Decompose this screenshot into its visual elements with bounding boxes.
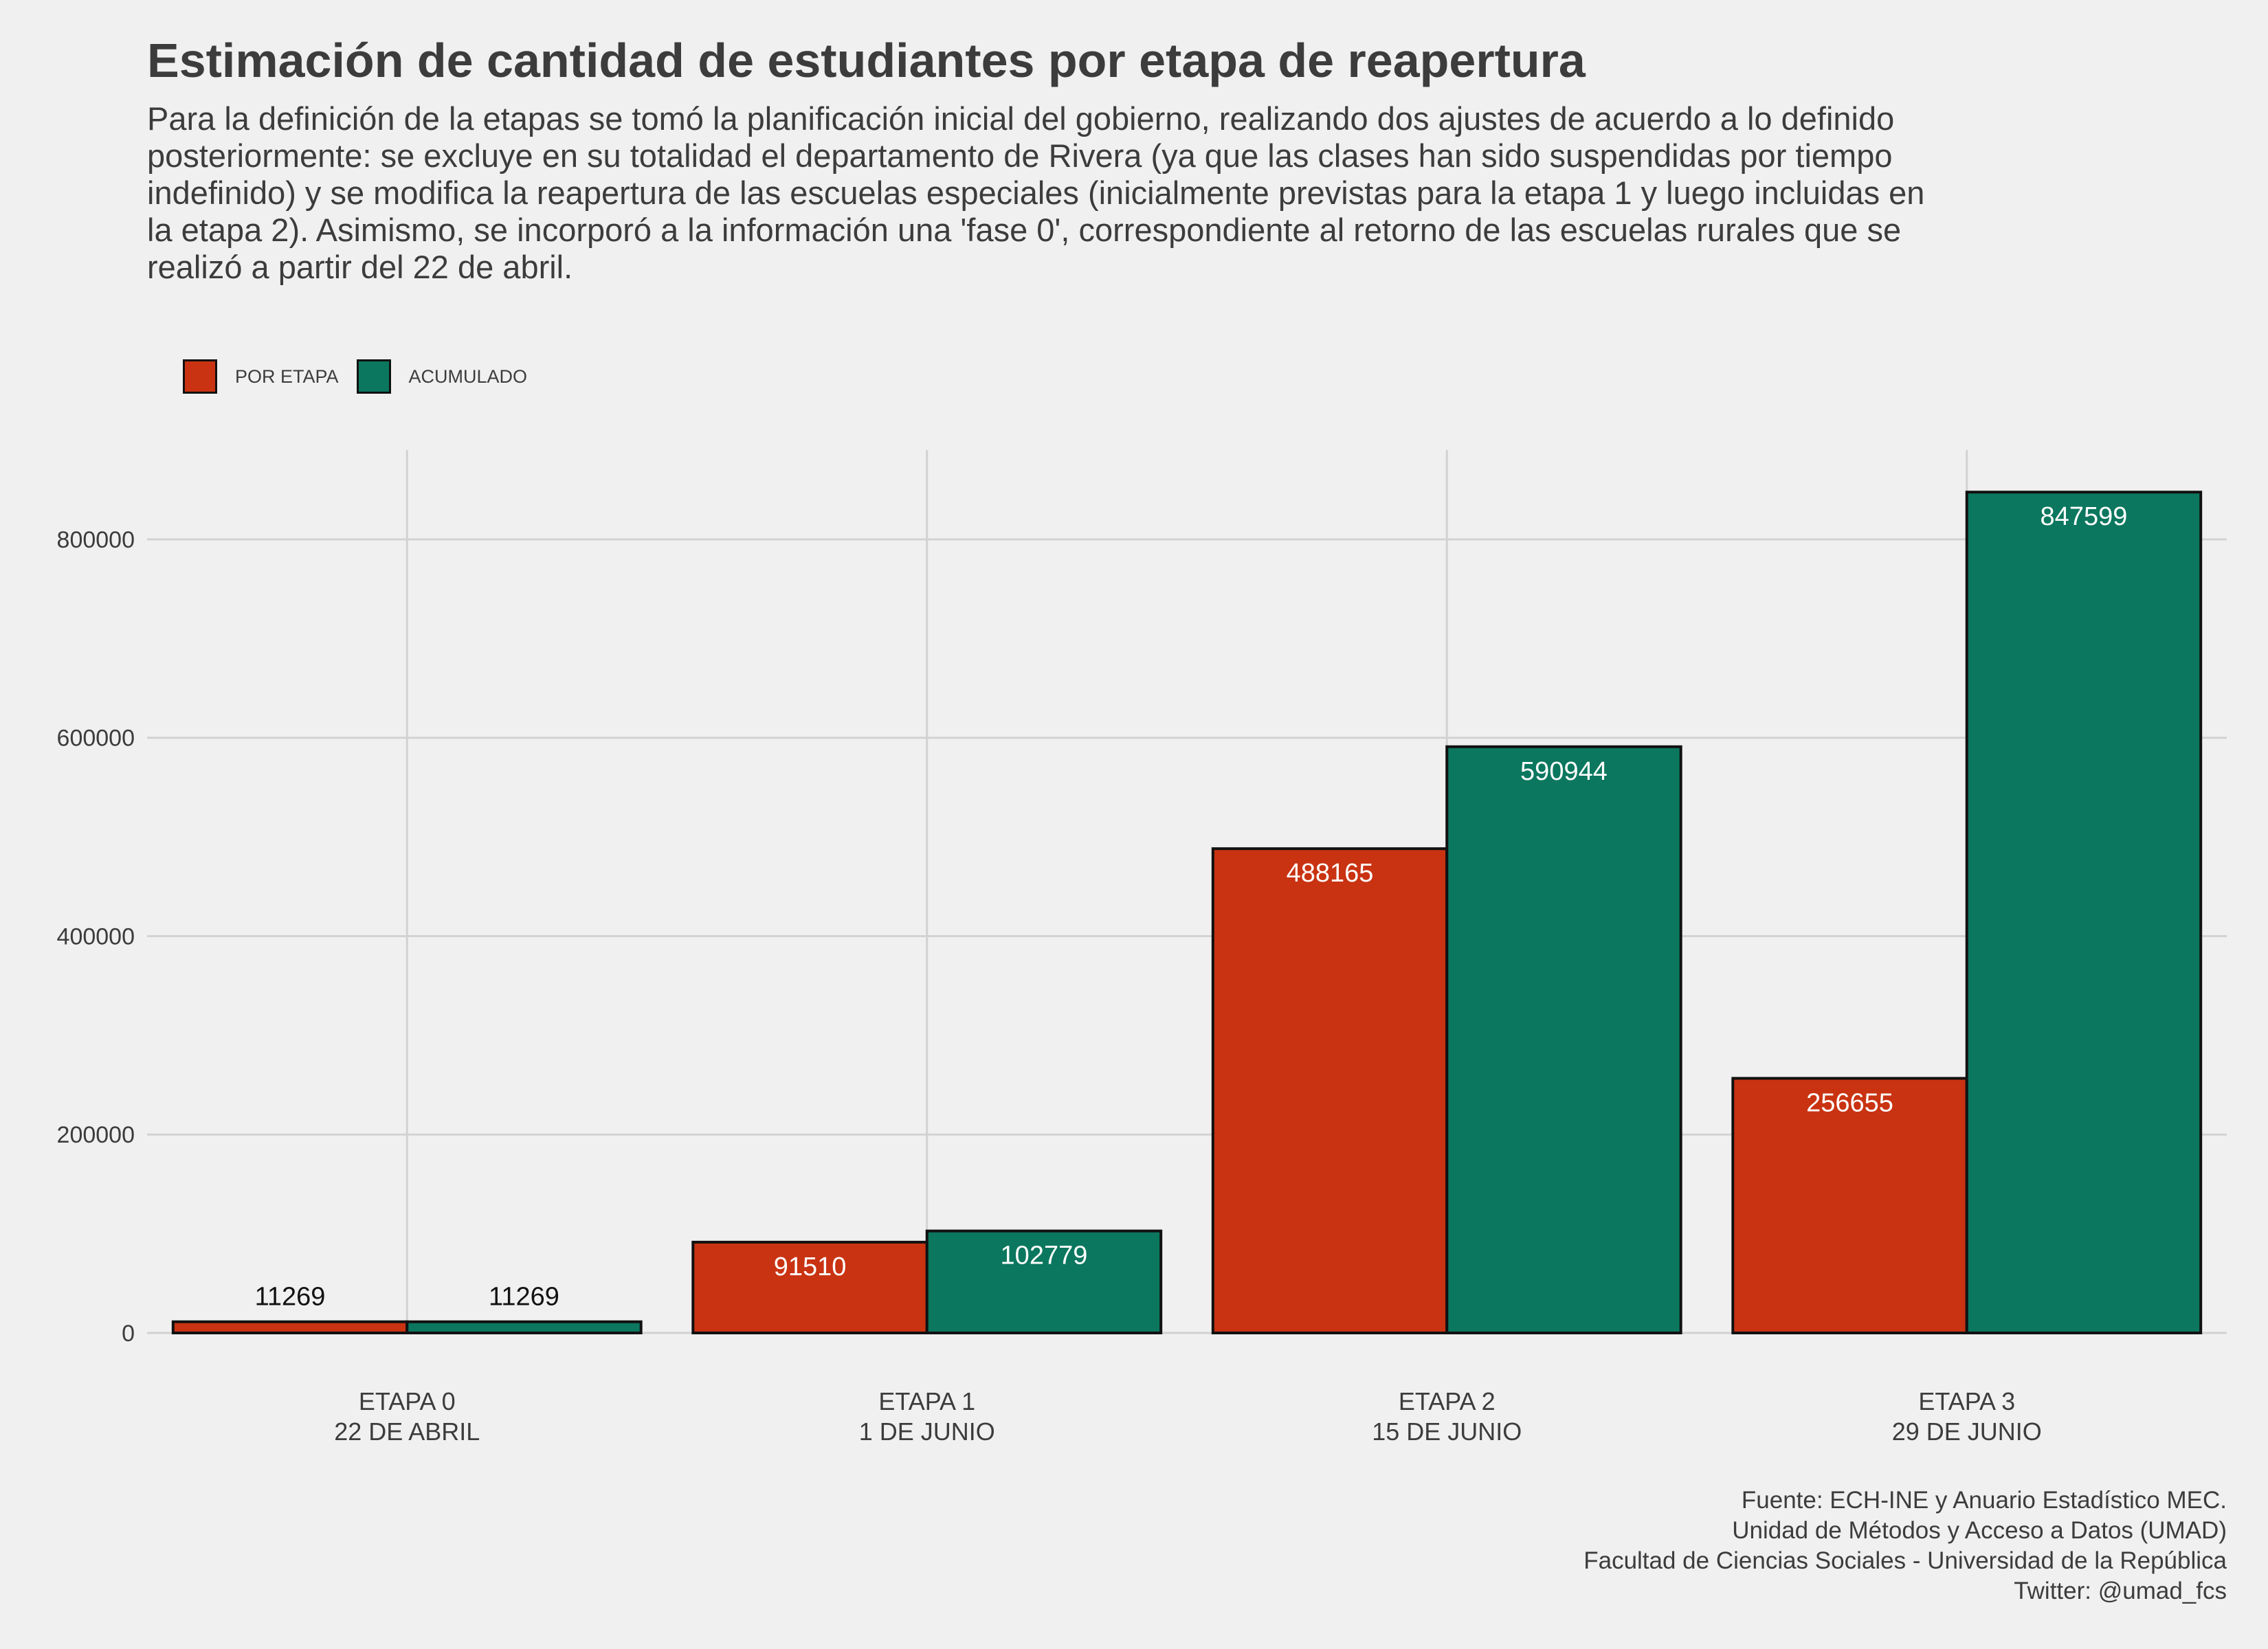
caption-line: Facultad de Ciencias Sociales - Universi… — [1583, 1547, 2227, 1574]
data-label: 488165 — [1287, 859, 1374, 888]
data-label: 590944 — [1520, 757, 1608, 786]
x-tick-label: 22 DE ABRIL — [334, 1417, 480, 1446]
x-tick-label: 15 DE JUNIO — [1372, 1417, 1522, 1446]
bar-acumulado — [1445, 745, 1682, 1334]
data-label: 11269 — [489, 1283, 559, 1312]
y-tick-label: 200000 — [57, 1122, 135, 1148]
x-tick-label: ETAPA 0 — [359, 1387, 456, 1415]
caption-line: Fuente: ECH-INE y Anuario Estadístico ME… — [1741, 1487, 2227, 1514]
legend-item-por-etapa: POR ETAPA — [183, 359, 339, 394]
legend-swatch-acumulado — [356, 359, 391, 394]
bar-por-etapa — [171, 1320, 409, 1335]
y-tick-label: 600000 — [57, 726, 135, 752]
caption-line: Unidad de Métodos y Acceso a Datos (UMAD… — [1732, 1517, 2227, 1544]
legend-item-acumulado: ACUMULADO — [356, 359, 528, 394]
bar-acumulado — [405, 1320, 643, 1335]
data-label: 11269 — [255, 1283, 326, 1312]
bar-acumulado — [1965, 491, 2203, 1334]
x-tick-label: 29 DE JUNIO — [1892, 1417, 2042, 1446]
x-tick-label: ETAPA 1 — [878, 1387, 975, 1415]
subtitle-line: la etapa 2). Asimismo, se incorporó a la… — [147, 212, 1902, 248]
chart-caption: Fuente: ECH-INE y Anuario Estadístico ME… — [1583, 1485, 2227, 1606]
bar-por-etapa — [691, 1240, 929, 1334]
data-label: 102779 — [1001, 1242, 1088, 1270]
subtitle-line: Para la definición de la etapas se tomó … — [147, 100, 1895, 137]
y-tick-label: 0 — [122, 1321, 135, 1347]
chart-legend: POR ETAPA ACUMULADO — [183, 359, 545, 394]
chart-subtitle: Para la definición de la etapas se tomó … — [147, 100, 2243, 286]
bar-por-etapa — [1211, 847, 1449, 1334]
caption-line: Twitter: @umad_fcs — [2014, 1578, 2227, 1604]
data-label: 256655 — [1806, 1088, 1893, 1117]
subtitle-line: realizó a partir del 22 de abril. — [147, 249, 573, 285]
x-tick-label: ETAPA 2 — [1399, 1387, 1496, 1415]
chart-title: Estimación de cantidad de estudiantes po… — [147, 34, 1586, 87]
x-tick-label: ETAPA 3 — [1918, 1387, 2015, 1415]
subtitle-line: posteriormente: se excluye en su totalid… — [147, 137, 1893, 174]
x-tick-label: 1 DE JUNIO — [859, 1417, 995, 1446]
data-label: 91510 — [774, 1253, 847, 1281]
y-tick-label: 800000 — [57, 527, 135, 553]
legend-label-por-etapa: POR ETAPA — [235, 366, 339, 387]
y-tick-label: 400000 — [57, 923, 135, 950]
data-label: 847599 — [2041, 502, 2128, 531]
bar-acumulado — [925, 1229, 1163, 1334]
legend-swatch-por-etapa — [183, 359, 217, 394]
subtitle-line: indefinido) y se modifica la reapertura … — [147, 175, 1925, 211]
legend-label-acumulado: ACUMULADO — [408, 366, 528, 387]
